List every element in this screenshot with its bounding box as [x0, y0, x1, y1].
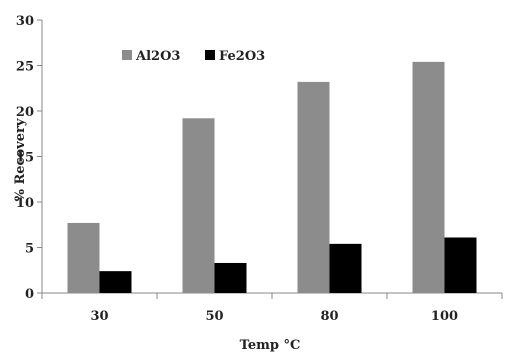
- x-tick-label: 50: [205, 309, 223, 324]
- bar-al2o3-50: [182, 118, 215, 293]
- x-tick-label: 80: [320, 309, 338, 324]
- y-tick-label: 25: [16, 60, 34, 75]
- y-tick-label: 15: [16, 151, 34, 166]
- x-tick-label: 30: [90, 309, 108, 324]
- legend: Al2O3 Fe2O3: [122, 49, 265, 64]
- y-tick-label: 20: [16, 105, 34, 120]
- legend-label-al2o3: Al2O3: [135, 49, 180, 64]
- bar-al2o3-30: [67, 222, 100, 293]
- legend-swatch-al2o3: [122, 50, 132, 60]
- axes: 0 5 10 15 20 25 30 30 50 80 100: [16, 14, 503, 324]
- bar-fe2o3-80: [329, 243, 362, 293]
- y-tick-label: 10: [16, 196, 34, 211]
- y-axis-title: % Recovery: [13, 118, 28, 201]
- bar-fe2o3-100: [444, 237, 477, 293]
- x-tick-label: 100: [431, 309, 458, 324]
- bar-fe2o3-30: [99, 271, 132, 293]
- legend-label-fe2o3: Fe2O3: [219, 49, 265, 64]
- y-tick-label: 5: [25, 242, 34, 257]
- legend-swatch-fe2o3: [205, 50, 215, 60]
- bar-fe2o3-50: [214, 262, 247, 293]
- x-axis-title: Temp °C: [240, 338, 301, 353]
- bars: [67, 61, 477, 293]
- bar-al2o3-100: [412, 61, 445, 293]
- y-tick-label: 0: [25, 287, 34, 302]
- y-tick-label: 30: [16, 14, 34, 29]
- bar-al2o3-80: [297, 81, 330, 293]
